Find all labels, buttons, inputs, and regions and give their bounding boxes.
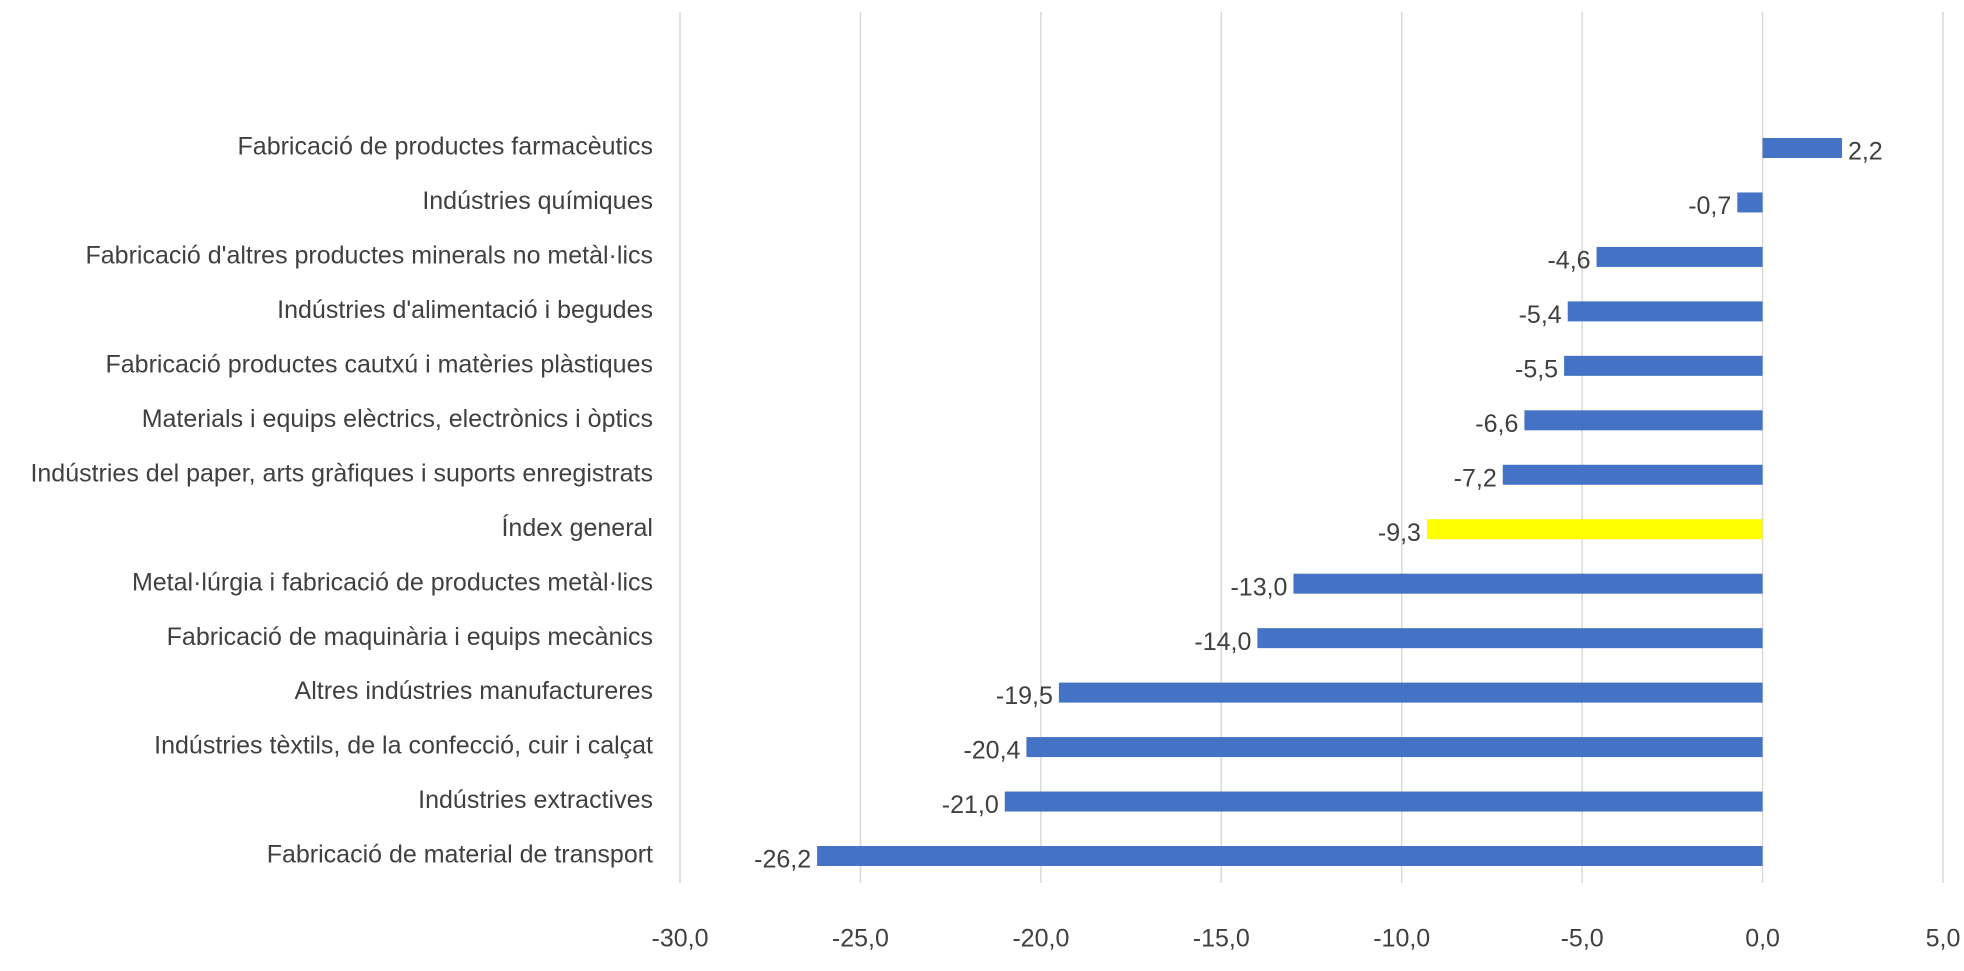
data-label: -21,0	[942, 791, 999, 819]
data-label: -13,0	[1230, 573, 1287, 601]
category-label: Fabricació de material de transport	[267, 841, 653, 869]
category-label: Fabricació de maquinària i equips mecàni…	[167, 623, 653, 651]
data-label: -14,0	[1194, 628, 1251, 656]
bar	[1564, 355, 1763, 376]
category-label: Fabricació d'altres productes minerals n…	[86, 242, 654, 270]
bar	[1058, 682, 1763, 703]
data-label: -19,5	[996, 682, 1053, 710]
bar	[1762, 138, 1842, 158]
data-label: -7,2	[1454, 464, 1497, 492]
category-label: Índex general	[501, 513, 653, 542]
x-tick-label: -20,0	[1012, 925, 1069, 953]
category-label: Fabricació productes cautxú i matèries p…	[106, 350, 654, 378]
data-label: 2,2	[1848, 138, 1883, 166]
x-tick-label: -5,0	[1561, 925, 1604, 953]
bar	[1004, 791, 1763, 812]
data-label: -0,7	[1688, 192, 1731, 220]
x-tick-label: -30,0	[652, 925, 709, 953]
x-tick-label: 0,0	[1745, 925, 1780, 953]
data-label: -26,2	[754, 846, 811, 874]
category-label: Altres indústries manufactureres	[295, 677, 653, 705]
bar	[1257, 628, 1763, 649]
data-label: -5,5	[1515, 355, 1558, 383]
x-tick-label: -15,0	[1193, 925, 1250, 953]
data-label: -6,6	[1475, 410, 1518, 438]
bar	[1737, 192, 1763, 213]
bar	[1524, 410, 1763, 431]
data-label: -20,4	[963, 737, 1020, 765]
bar	[1502, 464, 1763, 485]
category-label: Fabricació de productes farmacèutics	[238, 133, 653, 161]
data-label: -9,3	[1378, 519, 1421, 547]
category-label: Indústries del paper, arts gràfiques i s…	[30, 459, 653, 487]
bar	[1293, 573, 1763, 594]
bar	[1596, 246, 1763, 267]
bar	[1026, 737, 1763, 758]
data-label: -5,4	[1519, 301, 1562, 329]
category-label: Indústries extractives	[418, 786, 653, 814]
x-tick-label: -10,0	[1373, 925, 1430, 953]
category-label: Indústries d'alimentació i begudes	[277, 296, 653, 324]
x-tick-label: -25,0	[832, 925, 889, 953]
category-label: Indústries químiques	[422, 187, 653, 215]
bar	[817, 846, 1763, 866]
bar	[1567, 301, 1763, 322]
category-label: Indústries tèxtils, de la confecció, cui…	[154, 732, 653, 760]
data-label: -4,6	[1547, 247, 1590, 275]
category-label: Materials i equips elèctrics, electrònic…	[142, 405, 653, 433]
category-label: Metal·lúrgia i fabricació de productes m…	[132, 568, 653, 596]
x-tick-label: 5,0	[1926, 925, 1961, 953]
bar	[1426, 519, 1763, 540]
